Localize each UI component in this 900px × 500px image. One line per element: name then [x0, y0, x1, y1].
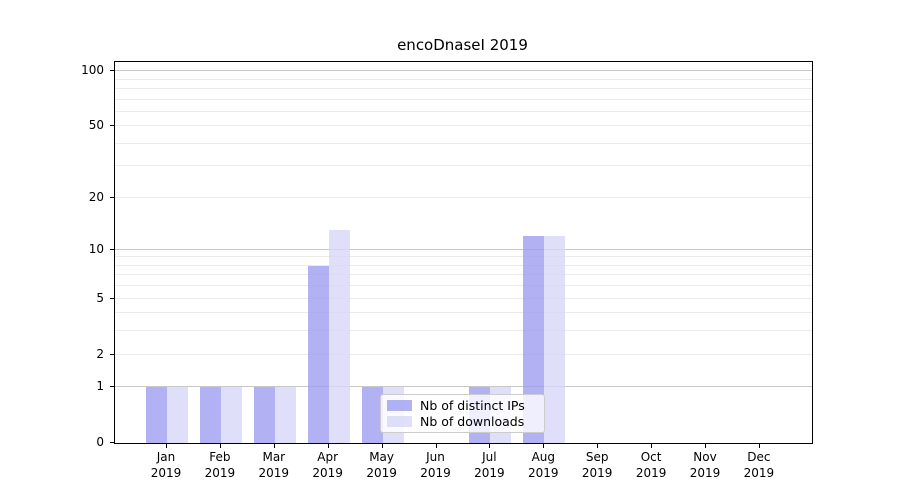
- gridline-minor: [115, 264, 812, 266]
- plot-area: [114, 61, 813, 444]
- y-tick-label: 5: [96, 290, 104, 305]
- gridline-minor: [115, 165, 812, 167]
- chart-title: encoDnaseI 2019: [397, 36, 528, 54]
- y-tick-label: 1: [96, 379, 104, 394]
- x-tick-mark: [166, 443, 167, 448]
- x-tick-label: Sep 2019: [581, 450, 613, 480]
- x-tick-mark: [219, 443, 221, 448]
- gridline-major: [115, 386, 812, 388]
- y-tick-label: 0: [96, 435, 104, 449]
- gridline-major: [115, 248, 812, 250]
- gridline-minor: [115, 196, 812, 198]
- gridline-minor: [115, 312, 812, 314]
- x-tick-mark: [705, 443, 706, 448]
- y-tick-label: 50: [88, 118, 104, 133]
- y-tick-mark: [110, 70, 115, 71]
- gridline-minor: [115, 110, 812, 112]
- gridline-minor: [115, 142, 812, 144]
- bar-nb-of-downloads: [544, 236, 566, 443]
- gridline-minor: [115, 98, 812, 100]
- bar-nb-of-distinct-ips: [199, 387, 221, 443]
- gridline-minor: [115, 330, 812, 332]
- y-tick-mark: [110, 297, 115, 299]
- gridline-minor: [115, 353, 812, 355]
- legend-label-distinct-ips: Nb of distinct IPs: [420, 397, 525, 413]
- y-tick-mark: [110, 248, 115, 250]
- gridline-minor: [115, 125, 812, 127]
- x-tick-label: Aug 2019: [528, 450, 559, 480]
- x-tick-mark: [758, 443, 760, 448]
- x-tick-label: Dec 2019: [743, 450, 775, 480]
- gridline-major: [115, 70, 812, 71]
- x-tick-mark: [597, 443, 599, 448]
- x-tick-mark: [435, 443, 437, 448]
- legend-swatch-distinct-ips: [387, 399, 412, 411]
- x-tick-label: Mar 2019: [258, 450, 290, 480]
- bar-nb-of-distinct-ips: [146, 387, 167, 443]
- x-tick-mark: [651, 443, 653, 448]
- gridline-minor: [115, 297, 812, 299]
- gridline-minor: [115, 78, 812, 80]
- gridline-minor: [115, 256, 812, 258]
- legend-swatch-downloads: [387, 416, 412, 428]
- bar-nb-of-downloads: [328, 230, 350, 443]
- x-tick-mark: [273, 443, 275, 448]
- x-tick-label: May 2019: [366, 450, 397, 480]
- bar-nb-of-distinct-ips: [523, 236, 545, 443]
- y-tick-mark: [110, 386, 115, 388]
- bar-nb-of-distinct-ips: [307, 265, 329, 443]
- x-tick-label: Jul 2019: [474, 450, 505, 480]
- x-tick-label: Apr 2019: [312, 450, 343, 480]
- gridline-minor: [115, 285, 812, 287]
- bar-nb-of-downloads: [274, 387, 296, 443]
- bar-nb-of-distinct-ips: [361, 387, 383, 443]
- y-tick-label: 20: [88, 189, 104, 204]
- y-tick-mark: [110, 196, 115, 198]
- gridline-minor: [115, 87, 812, 89]
- legend-item-distinct-ips: Nb of distinct IPs: [387, 398, 538, 413]
- x-tick-label: Feb 2019: [204, 450, 236, 480]
- y-tick-mark: [110, 353, 115, 355]
- legend-item-downloads: Nb of downloads: [387, 414, 538, 429]
- y-tick-label: 2: [96, 346, 104, 361]
- gridline-minor: [115, 274, 812, 276]
- x-tick-mark: [381, 443, 383, 448]
- bar-nb-of-downloads: [167, 387, 188, 443]
- x-tick-label: Jun 2019: [420, 450, 451, 480]
- y-tick-mark: [110, 442, 115, 443]
- x-tick-label: Jan 2019: [150, 450, 182, 480]
- legend: Nb of distinct IPs Nb of downloads: [380, 394, 545, 433]
- y-tick-label: 100: [81, 63, 104, 77]
- x-tick-mark: [327, 443, 329, 448]
- y-tick-mark: [110, 125, 115, 127]
- x-tick-label: Oct 2019: [635, 450, 667, 480]
- x-tick-label: Nov 2019: [689, 450, 721, 480]
- bar-nb-of-downloads: [220, 387, 242, 443]
- x-tick-mark: [489, 443, 491, 448]
- bar-nb-of-distinct-ips: [253, 387, 275, 443]
- legend-label-downloads: Nb of downloads: [420, 414, 525, 430]
- x-tick-mark: [543, 443, 545, 448]
- y-tick-label: 10: [88, 241, 104, 256]
